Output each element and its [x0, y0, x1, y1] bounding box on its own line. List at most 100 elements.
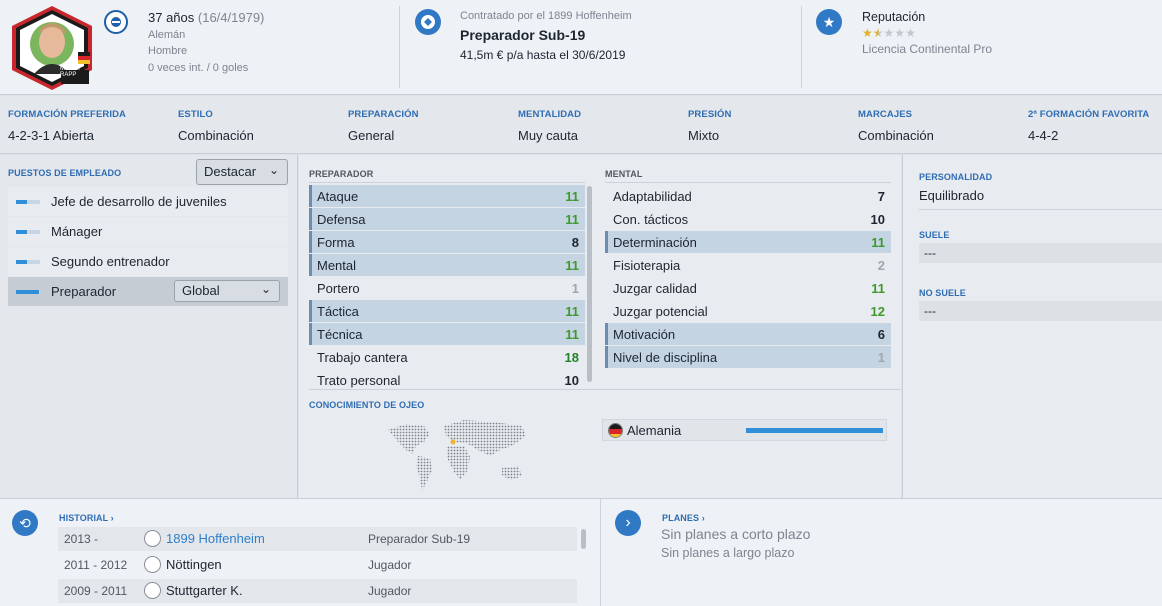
tends-title: SUELE — [919, 230, 950, 240]
attribute-name: Defensa — [317, 212, 366, 227]
pref-value: Combinación — [858, 128, 934, 143]
history-role: Preparador Sub-19 — [368, 532, 471, 546]
attribute-row: Con. tácticos 10 — [605, 208, 891, 230]
role-row-assistant[interactable]: Segundo entrenador — [8, 247, 288, 276]
pref-mentality: MENTALIDAD Muy cauta — [518, 109, 581, 143]
attribute-row: Portero 1 — [309, 277, 585, 299]
mental-attributes-title: MENTAL — [605, 169, 643, 179]
role-suitability-bar — [16, 260, 40, 264]
attribute-value: 18 — [564, 350, 579, 365]
pref-label: ESTILO — [178, 109, 213, 120]
attribute-row: Trabajo cantera 18 — [309, 346, 585, 368]
history-row[interactable]: 2011 - 2012 Nöttingen Jugador — [58, 553, 577, 577]
role-suitability-bar — [16, 290, 40, 294]
pref-second-formation: 2ª FORMACIÓN FAVORITA 4-4-2 — [1028, 109, 1149, 143]
history-link[interactable]: HISTORIAL › — [59, 513, 114, 523]
history-row[interactable]: 2009 - 2011 Stuttgarter K. Jugador — [58, 579, 577, 603]
star-icon: ★ — [894, 26, 906, 40]
reputation-stars: ★★★★★ — [862, 26, 916, 40]
history-scrollbar[interactable] — [581, 529, 586, 549]
scouting-country-row[interactable]: Alemania — [602, 419, 887, 441]
attribute-row: Nivel de disciplina 1 — [605, 346, 891, 368]
attribute-row: Táctica 11 — [309, 300, 585, 322]
scouting-title: CONOCIMIENTO DE OJEO — [309, 400, 425, 410]
personality-value: Equilibrado — [919, 188, 985, 203]
attribute-row: Trato personal 10 — [309, 369, 585, 391]
plans-link[interactable]: PLANES › — [662, 513, 705, 523]
date-of-birth: (16/4/1979) — [197, 10, 265, 25]
attribute-name: Trato personal — [317, 373, 401, 388]
role-row-coach[interactable]: Preparador Global ⌄ — [8, 277, 288, 306]
attribute-value: 11 — [871, 235, 885, 250]
attribute-name: Nivel de disciplina — [613, 350, 718, 365]
header-divider — [399, 6, 400, 88]
germany-flag-icon — [608, 423, 623, 438]
attribute-row: Forma 8 — [309, 231, 585, 253]
pref-pressing: PRESIÓN Mixto — [688, 109, 731, 143]
club-emblem-icon — [415, 9, 441, 35]
role-row-manager[interactable]: Mánager — [8, 217, 288, 246]
does-not-tend-value: --- — [919, 301, 1162, 321]
attribute-name: Con. tácticos — [613, 212, 689, 227]
history-row[interactable]: 2013 - 1899 Hoffenheim Preparador Sub-19 — [58, 527, 577, 551]
country-name: Alemania — [627, 423, 682, 438]
role-row-youth-development[interactable]: Jefe de desarrollo de juveniles — [8, 187, 288, 216]
attributes-scrollbar[interactable] — [587, 186, 592, 382]
attribute-value: 11 — [565, 212, 579, 227]
badge-caption: Manuel RAPP — [60, 66, 80, 78]
age: 37 años — [148, 10, 195, 25]
coach-filter-dropdown[interactable]: Global ⌄ — [174, 280, 280, 302]
history-role: Jugador — [368, 584, 412, 598]
history-club: Nöttingen — [166, 557, 222, 572]
attribute-value: 11 — [565, 327, 579, 342]
knowledge-bar — [746, 428, 883, 433]
attribute-name: Juzgar potencial — [613, 304, 708, 319]
personality-panel — [902, 155, 1162, 498]
pref-value: General — [348, 128, 395, 143]
attribute-value: 11 — [565, 189, 579, 204]
nationality: Alemán — [148, 29, 186, 41]
attribute-value: 7 — [877, 189, 885, 204]
pref-label: 2ª FORMACIÓN FAVORITA — [1028, 109, 1150, 120]
history-club-link[interactable]: 1899 Hoffenheim — [166, 531, 265, 546]
coach-filter-value: Global — [182, 283, 220, 298]
pref-label: PREPARACIÓN — [348, 109, 419, 120]
role-suitability-bar — [16, 200, 40, 204]
chevron-right-icon[interactable]: › — [615, 510, 641, 536]
attribute-value: 10 — [870, 212, 885, 227]
gender: Hombre — [148, 45, 188, 57]
pref-style: ESTILO Combinación — [178, 109, 254, 143]
age-line: 37 años (16/4/1979) — [148, 10, 264, 25]
role-label: Preparador — [51, 284, 117, 299]
tends-value: --- — [919, 243, 1162, 263]
attribute-name: Adaptabilidad — [613, 189, 692, 204]
divider — [309, 182, 585, 183]
attribute-name: Táctica — [317, 304, 359, 319]
pref-value: Combinación — [178, 128, 254, 143]
pref-marking: MARCAJES Combinación — [858, 109, 934, 143]
attribute-value: 11 — [565, 304, 579, 319]
attribute-row: Determinación 11 — [605, 231, 891, 253]
does-not-tend-title: NO SUELE — [919, 288, 966, 298]
pref-value: Mixto — [688, 128, 720, 143]
license: Licencia Continental Pro — [862, 42, 993, 56]
pref-label: FORMACIÓN PREFERIDA — [8, 109, 127, 120]
attribute-row: Juzgar potencial 12 — [605, 300, 891, 322]
highlight-dropdown[interactable]: Destacar ⌄ — [196, 159, 288, 185]
pref-value: 4-2-3-1 Abierta — [8, 128, 94, 143]
star-icon: ★ — [816, 9, 842, 35]
role-label: Segundo entrenador — [51, 254, 170, 269]
star-icon: ★ — [883, 26, 895, 40]
job-title: Preparador Sub-19 — [460, 27, 586, 43]
attribute-name: Forma — [317, 235, 355, 250]
history-icon[interactable]: ⟲ — [12, 510, 38, 536]
chevron-down-icon: ⌄ — [268, 163, 279, 177]
contract-caption: Contratado por el 1899 Hoffenheim — [460, 10, 632, 22]
attribute-name: Fisioterapia — [613, 258, 681, 273]
long-term-plans: Sin planes a largo plazo — [661, 546, 795, 560]
reputation-label: Reputación — [862, 10, 926, 24]
star-icon: ★ — [872, 26, 884, 40]
attribute-value: 11 — [565, 258, 579, 273]
highlight-dropdown-value: Destacar — [204, 164, 257, 179]
attribute-value: 10 — [564, 373, 579, 388]
